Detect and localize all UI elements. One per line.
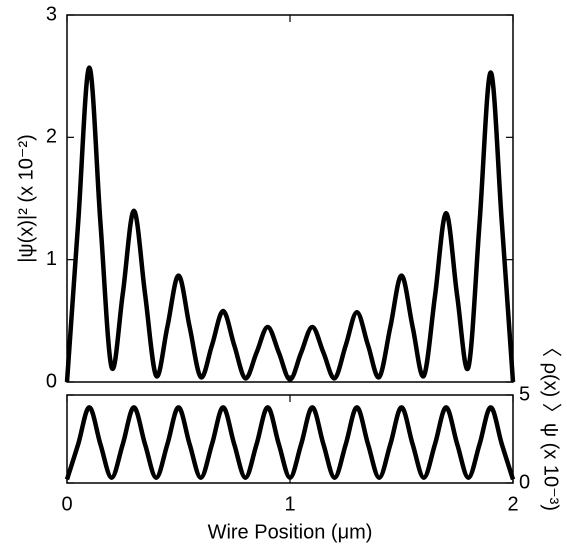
y2-tick-label: 0 bbox=[519, 471, 530, 493]
x-axis-label: Wire Position (μm) bbox=[208, 521, 373, 543]
x-tick-label: 1 bbox=[284, 493, 295, 515]
y-tick-label: 1 bbox=[46, 248, 57, 270]
data-line bbox=[64, 65, 516, 383]
x-tick-label: 0 bbox=[61, 493, 72, 515]
y-tick-label: 0 bbox=[46, 370, 57, 392]
y-tick-label: 3 bbox=[46, 3, 57, 25]
x-tick-label: 2 bbox=[507, 493, 518, 515]
data-line bbox=[64, 405, 516, 481]
y-axis-label: |ψ(x)|² (x 10⁻²) bbox=[15, 134, 37, 263]
y-tick-label: 2 bbox=[46, 126, 57, 148]
plot-frame bbox=[66, 14, 514, 383]
y2-tick-label: 5 bbox=[519, 383, 530, 405]
y2-axis-label: 〈 ρ(x) 〉ψ (x 10⁻³) bbox=[540, 337, 562, 511]
